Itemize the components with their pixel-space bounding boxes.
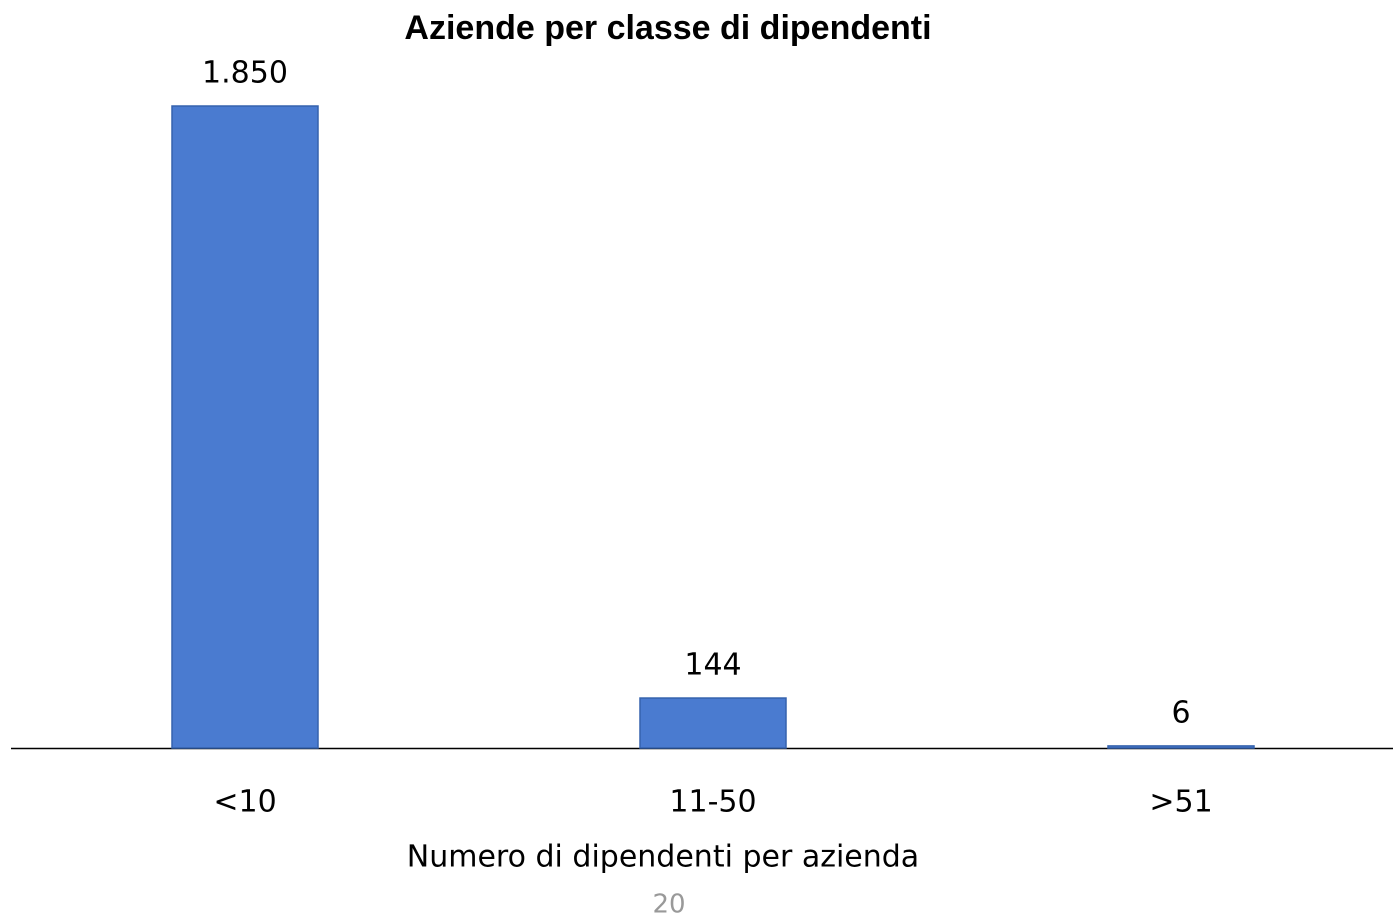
value-label: 1.850 (202, 56, 288, 91)
x-axis-label: Numero di dipendenti per azienda (407, 840, 919, 875)
bar (1107, 745, 1255, 749)
x-tick-label: <10 (213, 785, 276, 820)
bar (639, 697, 787, 749)
bar (171, 105, 319, 749)
value-label: 144 (684, 648, 741, 683)
x-tick-label: >51 (1149, 785, 1212, 820)
page-number: 20 (652, 890, 685, 919)
value-label: 6 (1171, 695, 1190, 730)
chart-title: Aziende per classe di dipendenti (404, 9, 931, 47)
x-tick-label: 11-50 (669, 785, 756, 820)
